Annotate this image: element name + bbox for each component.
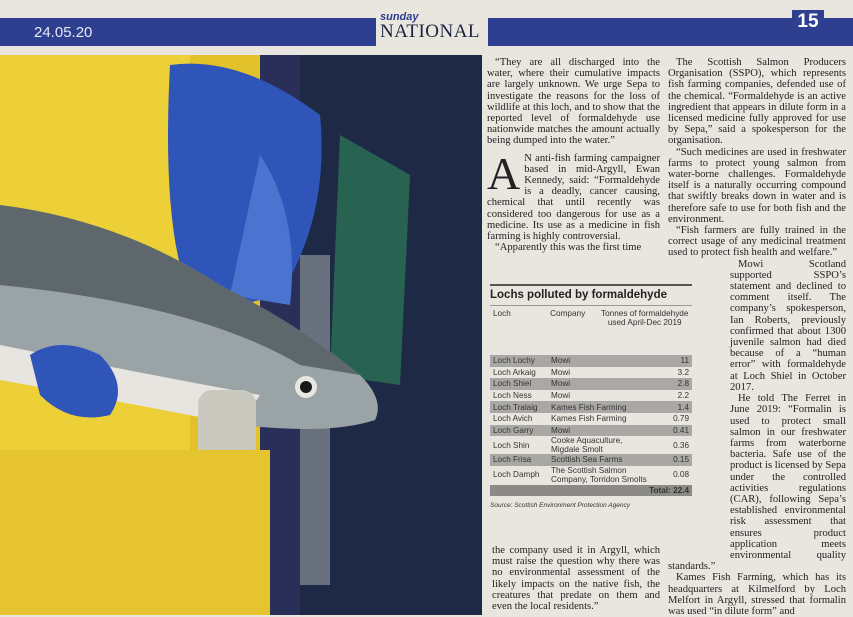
table-cell: 2.2 [677,391,689,401]
column-1: “They are all discharged into the water,… [487,57,660,253]
paragraph: the company used it in Argyll, which mus… [492,545,660,613]
table-cell: Loch Lochy [493,356,535,366]
table-body: Loch Lochy Mowi 11 Loch Arkaig Mowi 3.2 Loch S… [490,355,692,484]
table-row: Loch Garry Mowi 0.41 [490,424,692,437]
header-cell: Loch [493,309,511,318]
table-cell: Mowi [551,391,571,401]
table-header: Loch Company Tonnes of formaldehyde used… [490,305,692,355]
paragraph: Mowi Scotland supported SSPO’s statement… [730,258,846,393]
table-cell: Kames Fish Farming [551,402,627,412]
table-cell: Loch Avich [493,414,533,424]
table-cell: Loch Shiel [493,379,532,389]
column-2: The Scottish Salmon Producers Organisati… [668,57,846,617]
table-cell: 11 [680,356,690,366]
table-row: Loch Arkaig Mowi 3.2 [490,367,692,379]
paragraph: “Apparently this was the first time [495,242,642,254]
table-cell: Loch Damph [493,470,540,480]
table-cell: Loch Ness [493,391,532,401]
table-row: Loch Frisa Scottish Sea Farms 0.15 [490,454,692,466]
paragraph: The Scottish Salmon Producers Organisati… [668,57,846,147]
table-row: Loch Damph The Scottish Salmon Company, T… [490,466,692,484]
table-row: Loch Ness Mowi 2.2 [490,390,692,402]
table-cell: Loch Garry [493,425,534,435]
table-cell: 3.2 [677,367,689,377]
table-cell: 0.79 [673,414,689,424]
paragraph: N anti-fish farming campaigner based in … [487,152,660,243]
table-cell: Scottish Sea Farms [551,455,623,465]
table-cell: 0.08 [673,470,689,480]
table-cell: Loch Arkaig [493,367,536,377]
header-cell: Tonnes of formaldehyde used April-Dec 20… [601,309,689,327]
table-cell: Mowi [551,425,571,435]
paragraph: “Such medicines are used in freshwater f… [668,146,846,225]
table-cell: Kames Fish Farming [551,414,627,424]
table-row: Loch Shiel Mowi 2.8 [490,378,692,390]
table-cell: Mowi [551,379,571,389]
table-cell: 0.36 [673,440,689,450]
table-cell: Loch Shin [493,440,530,450]
table-cell: 1.4 [677,402,689,412]
table-cell: Cooke Aquaculture, Migdale Smolt [551,436,623,455]
total-label: Total: [649,485,671,495]
table-cell: 0.15 [673,455,689,465]
photo [0,55,482,615]
paragraph: Kames Fish Farming, which has its headqu… [668,572,846,617]
table-cell: 2.8 [677,379,689,389]
table-title: Lochs polluted by formaldehyde [490,284,692,305]
source: Source: Scottish Environment Protection … [490,501,630,509]
logo-box [376,12,488,46]
table-row: Loch Lochy Mowi 11 [490,355,692,367]
paragraph: He told The Ferret in June 2019: “Formal… [668,393,846,573]
paragraph: “Fish farmers are fully trained in the c… [668,225,846,259]
drop-cap: A [487,147,521,199]
table: Lochs polluted by formaldehyde Loch Comp… [490,284,692,509]
total-value: 22.4 [673,485,689,495]
page-number: 15 [792,10,824,34]
paragraph: “They are all discharged into the water,… [487,57,660,147]
table-cell: Loch Tralaig [493,402,538,412]
logo-top: sunday [380,11,419,23]
table-cell: Mowi [551,367,571,377]
column-1-bottom: the company used it in Argyll, which mus… [492,545,660,612]
table-cell: Loch Frisa [493,455,532,465]
table-cell: The Scottish Salmon Company, Torridon Sm… [551,465,647,484]
table-row: Loch Shin Cooke Aquaculture, Migdale Smol… [490,436,692,454]
header-cell: Company [550,309,586,318]
logo-main: NATIONAL [380,21,481,42]
table-cell: Mowi [551,356,571,366]
table-cell: 0.41 [673,425,689,435]
total: Total: 22.4 [490,484,692,496]
table-row: Loch Tralaig Kames Fish Farming 1.4 [490,401,692,413]
date: 24.05.20 [34,24,93,41]
table-row: Loch Avich Kames Fish Farming 0.79 [490,413,692,425]
